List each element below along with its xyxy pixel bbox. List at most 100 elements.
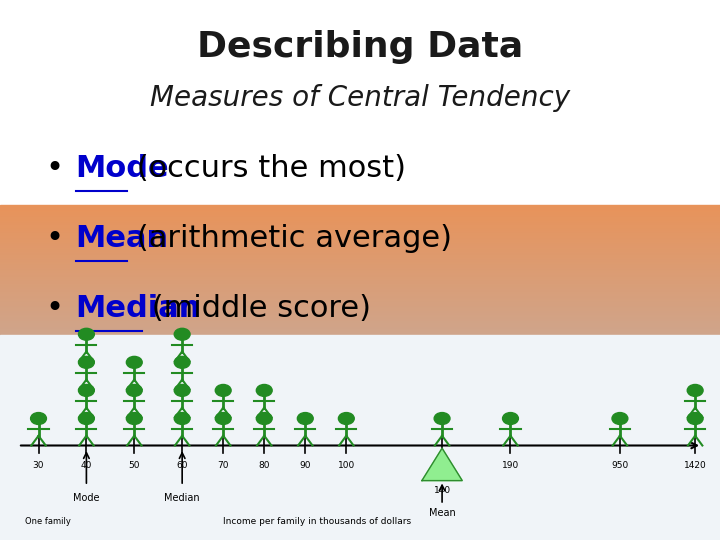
Text: Mean: Mean <box>76 224 168 253</box>
Text: 80: 80 <box>258 461 270 470</box>
Bar <box>0 207 720 208</box>
Bar <box>0 249 720 250</box>
Bar <box>0 340 720 341</box>
Bar <box>0 421 720 422</box>
Bar <box>0 259 720 260</box>
Bar <box>0 440 720 441</box>
Bar <box>0 482 720 483</box>
Circle shape <box>215 384 231 396</box>
Bar <box>0 487 720 488</box>
Bar <box>0 211 720 212</box>
Bar <box>0 268 720 269</box>
Bar <box>0 360 720 361</box>
Circle shape <box>174 356 190 368</box>
Circle shape <box>687 413 703 424</box>
Bar <box>0 238 720 239</box>
Text: Describing Data: Describing Data <box>197 30 523 64</box>
Bar <box>0 462 720 463</box>
Circle shape <box>174 328 190 340</box>
Bar <box>0 225 720 226</box>
Bar <box>0 337 720 338</box>
Bar <box>0 348 720 349</box>
Bar <box>0 426 720 427</box>
Bar <box>0 370 720 372</box>
Bar <box>0 401 720 402</box>
Text: 1420: 1420 <box>684 461 706 470</box>
Bar <box>0 402 720 403</box>
Circle shape <box>338 413 354 424</box>
Bar <box>0 510 720 511</box>
Bar <box>0 383 720 384</box>
Bar <box>0 517 720 518</box>
Text: Median: Median <box>164 493 200 503</box>
Bar <box>0 365 720 366</box>
Bar <box>0 306 720 307</box>
Circle shape <box>297 413 313 424</box>
Text: 60: 60 <box>176 461 188 470</box>
Bar <box>0 511 720 512</box>
Bar <box>0 518 720 519</box>
Bar <box>0 227 720 228</box>
Bar <box>0 220 720 221</box>
Bar <box>0 432 720 433</box>
Text: •: • <box>45 154 63 183</box>
Bar <box>0 327 720 328</box>
Bar <box>0 536 720 537</box>
Circle shape <box>215 413 231 424</box>
Bar <box>0 215 720 217</box>
Bar <box>0 538 720 539</box>
Bar <box>0 255 720 256</box>
Bar <box>0 429 720 430</box>
Bar <box>0 470 720 471</box>
Bar <box>0 217 720 218</box>
Bar <box>0 501 720 502</box>
Bar <box>0 376 720 377</box>
Bar <box>0 313 720 315</box>
Bar <box>0 414 720 415</box>
Bar <box>0 279 720 280</box>
Circle shape <box>174 413 190 424</box>
Bar <box>0 307 720 308</box>
Text: •: • <box>45 294 63 323</box>
Text: 90: 90 <box>300 461 311 470</box>
Circle shape <box>174 384 190 396</box>
Bar <box>0 315 720 316</box>
Bar <box>0 273 720 274</box>
Bar <box>0 321 720 322</box>
Bar <box>0 263 720 265</box>
Bar <box>0 480 720 481</box>
Bar <box>0 406 720 407</box>
Text: Mean: Mean <box>428 508 456 518</box>
Circle shape <box>127 413 142 424</box>
Text: Measures of Central Tendency: Measures of Central Tendency <box>150 84 570 112</box>
Bar <box>0 441 720 442</box>
Bar <box>0 495 720 496</box>
Bar <box>0 457 720 458</box>
Bar <box>0 380 720 382</box>
Bar <box>0 488 720 489</box>
Bar <box>0 385 720 386</box>
Bar <box>0 298 720 299</box>
Circle shape <box>78 413 94 424</box>
Bar <box>0 285 720 286</box>
Bar <box>0 384 720 385</box>
Bar <box>0 289 720 290</box>
Bar <box>0 219 720 220</box>
Bar <box>0 471 720 472</box>
Bar <box>0 299 720 300</box>
Bar <box>0 232 720 233</box>
Bar <box>0 492 720 493</box>
Bar <box>0 433 720 434</box>
Bar <box>0 375 720 376</box>
Bar <box>0 528 720 529</box>
Bar <box>0 496 720 497</box>
Bar <box>0 522 720 523</box>
Bar <box>0 288 720 289</box>
Bar <box>0 390 720 391</box>
Bar <box>0 322 720 323</box>
Bar <box>0 397 720 399</box>
Bar <box>0 284 720 285</box>
Bar <box>0 519 720 520</box>
Bar <box>0 325 720 326</box>
Bar <box>0 345 720 346</box>
